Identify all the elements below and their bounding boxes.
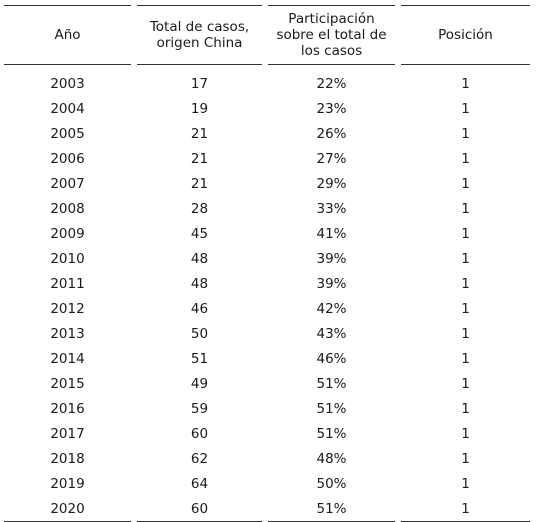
table-row: 2016 59 51% 1 bbox=[4, 396, 530, 421]
cell-total-cases: 21 bbox=[131, 121, 265, 146]
table-row: 2017 60 51% 1 bbox=[4, 421, 530, 446]
cell-position: 1 bbox=[395, 121, 530, 146]
table-body: 2003 17 22% 1 2004 19 23% 1 2005 21 26% 1 2006 21 27% 1… bbox=[4, 64, 530, 522]
cell-year: 2011 bbox=[50, 275, 85, 292]
cell-position: 1 bbox=[395, 396, 530, 421]
cell-year: 2016 bbox=[50, 400, 85, 417]
cell-position: 1 bbox=[395, 246, 530, 271]
table-row: 2020 60 51% 1 bbox=[4, 496, 530, 522]
cell-year: 2014 bbox=[50, 350, 85, 367]
cell-year: 2003 bbox=[50, 75, 85, 92]
cell-position: 1 bbox=[395, 471, 530, 496]
cell-year: 2013 bbox=[50, 325, 85, 342]
cell-year: 2010 bbox=[50, 250, 85, 267]
cell-participation: 51% bbox=[262, 371, 398, 396]
cell-total-cases: 59 bbox=[131, 396, 265, 421]
cell-total-cases: 28 bbox=[131, 196, 265, 221]
cell-participation: 33% bbox=[262, 196, 398, 221]
cell-position: 1 bbox=[395, 196, 530, 221]
cell-participation: 48% bbox=[262, 446, 398, 471]
table-row: 2013 50 43% 1 bbox=[4, 321, 530, 346]
cell-total-cases: 45 bbox=[131, 221, 265, 246]
header-position: Posición bbox=[395, 5, 530, 65]
cell-position: 1 bbox=[395, 296, 530, 321]
cell-position: 1 bbox=[395, 271, 530, 296]
data-table: Año Total de casos, origen China Participac… bbox=[4, 5, 530, 522]
table-row: 2015 49 51% 1 bbox=[4, 371, 530, 396]
cell-total-cases: 17 bbox=[131, 64, 265, 96]
cell-position: 1 bbox=[395, 496, 530, 522]
cell-position: 1 bbox=[395, 446, 530, 471]
cell-total-cases: 19 bbox=[131, 96, 265, 121]
header-total-cases: Total de casos, origen China bbox=[131, 5, 265, 65]
table-header: Año Total de casos, origen China Participac… bbox=[4, 5, 530, 65]
cell-participation: 22% bbox=[262, 64, 398, 96]
cell-year: 2005 bbox=[50, 125, 85, 142]
cell-total-cases: 48 bbox=[131, 246, 265, 271]
cell-total-cases: 46 bbox=[131, 296, 265, 321]
cell-total-cases: 60 bbox=[131, 496, 265, 522]
cell-total-cases: 50 bbox=[131, 321, 265, 346]
header-row: Año Total de casos, origen China Participac… bbox=[4, 5, 530, 65]
cell-participation: 39% bbox=[262, 246, 398, 271]
table-row: 2011 48 39% 1 bbox=[4, 271, 530, 296]
cell-position: 1 bbox=[395, 371, 530, 396]
cell-total-cases: 62 bbox=[131, 446, 265, 471]
table-row: 2018 62 48% 1 bbox=[4, 446, 530, 471]
cell-participation: 43% bbox=[262, 321, 398, 346]
table-row: 2007 21 29% 1 bbox=[4, 171, 530, 196]
table-row: 2014 51 46% 1 bbox=[4, 346, 530, 371]
cell-position: 1 bbox=[395, 221, 530, 246]
cell-position: 1 bbox=[395, 346, 530, 371]
cell-participation: 27% bbox=[262, 146, 398, 171]
cell-year: 2007 bbox=[50, 175, 85, 192]
cell-total-cases: 64 bbox=[131, 471, 265, 496]
cell-year: 2020 bbox=[4, 496, 134, 522]
header-participation: Participación sobre el total de los casos bbox=[262, 5, 398, 65]
cell-year: 2008 bbox=[50, 200, 85, 217]
cell-year: 2018 bbox=[50, 450, 85, 467]
cell-position: 1 bbox=[395, 146, 530, 171]
table-row: 2004 19 23% 1 bbox=[4, 96, 530, 121]
cell-year: 2004 bbox=[50, 100, 85, 117]
table-row: 2008 28 33% 1 bbox=[4, 196, 530, 221]
cell-position: 1 bbox=[395, 321, 530, 346]
cell-participation: 23% bbox=[262, 96, 398, 121]
cell-total-cases: 48 bbox=[131, 271, 265, 296]
table-row: 2019 64 50% 1 bbox=[4, 471, 530, 496]
cell-participation: 51% bbox=[262, 496, 398, 522]
cell-total-cases: 21 bbox=[131, 146, 265, 171]
cell-total-cases: 49 bbox=[131, 371, 265, 396]
cell-total-cases: 21 bbox=[131, 171, 265, 196]
cell-participation: 39% bbox=[262, 271, 398, 296]
cell-position: 1 bbox=[395, 421, 530, 446]
cell-position: 1 bbox=[395, 96, 530, 121]
table-row: 2005 21 26% 1 bbox=[4, 121, 530, 146]
cell-participation: 29% bbox=[262, 171, 398, 196]
cell-position: 1 bbox=[395, 171, 530, 196]
table-row: 2009 45 41% 1 bbox=[4, 221, 530, 246]
table-row: 2003 17 22% 1 bbox=[4, 64, 530, 96]
cell-year: 2006 bbox=[50, 150, 85, 167]
cell-year: 2017 bbox=[50, 425, 85, 442]
table-row: 2010 48 39% 1 bbox=[4, 246, 530, 271]
cell-participation: 50% bbox=[262, 471, 398, 496]
cell-participation: 46% bbox=[262, 346, 398, 371]
cell-participation: 42% bbox=[262, 296, 398, 321]
header-year: Año bbox=[4, 5, 134, 65]
cell-participation: 51% bbox=[262, 421, 398, 446]
cell-year: 2015 bbox=[50, 375, 85, 392]
cell-year: 2012 bbox=[50, 300, 85, 317]
cell-year: 2009 bbox=[50, 225, 85, 242]
cell-participation: 26% bbox=[262, 121, 398, 146]
cell-year: 2019 bbox=[50, 475, 85, 492]
table-row: 2012 46 42% 1 bbox=[4, 296, 530, 321]
cell-total-cases: 51 bbox=[131, 346, 265, 371]
cell-total-cases: 60 bbox=[131, 421, 265, 446]
cell-participation: 41% bbox=[262, 221, 398, 246]
table-row: 2006 21 27% 1 bbox=[4, 146, 530, 171]
cell-participation: 51% bbox=[262, 396, 398, 421]
cell-position: 1 bbox=[395, 64, 530, 96]
